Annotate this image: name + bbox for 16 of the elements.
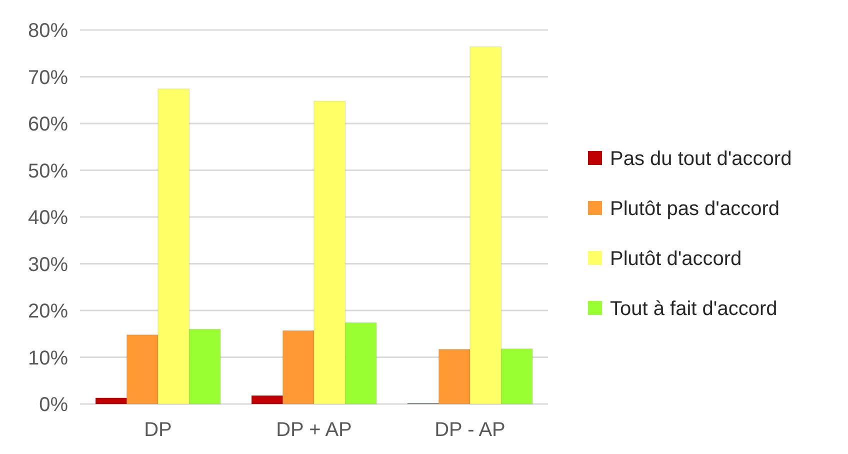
y-tick-label: 70% <box>28 66 68 89</box>
y-tick-label: 60% <box>28 114 68 136</box>
x-tick-label: DP - AP <box>434 419 506 441</box>
y-tick-label: 20% <box>28 300 68 322</box>
y-tick-label: 40% <box>28 207 68 229</box>
legend-label: Plutôt pas d'accord <box>610 198 780 220</box>
legend-label: Pas du tout d'accord <box>610 148 792 170</box>
y-tick-label: 50% <box>28 160 68 182</box>
y-tick-label: 10% <box>28 347 68 370</box>
y-tick-label: 30% <box>28 254 68 276</box>
y-tick-label: 0% <box>39 394 68 416</box>
x-tick-label: DP + AP <box>276 419 352 441</box>
x-tick-label: DP <box>144 419 172 441</box>
legend-label: Tout à fait d'accord <box>610 298 778 320</box>
y-tick-label: 80% <box>28 20 68 42</box>
legend-label: Plutôt d'accord <box>610 248 742 270</box>
